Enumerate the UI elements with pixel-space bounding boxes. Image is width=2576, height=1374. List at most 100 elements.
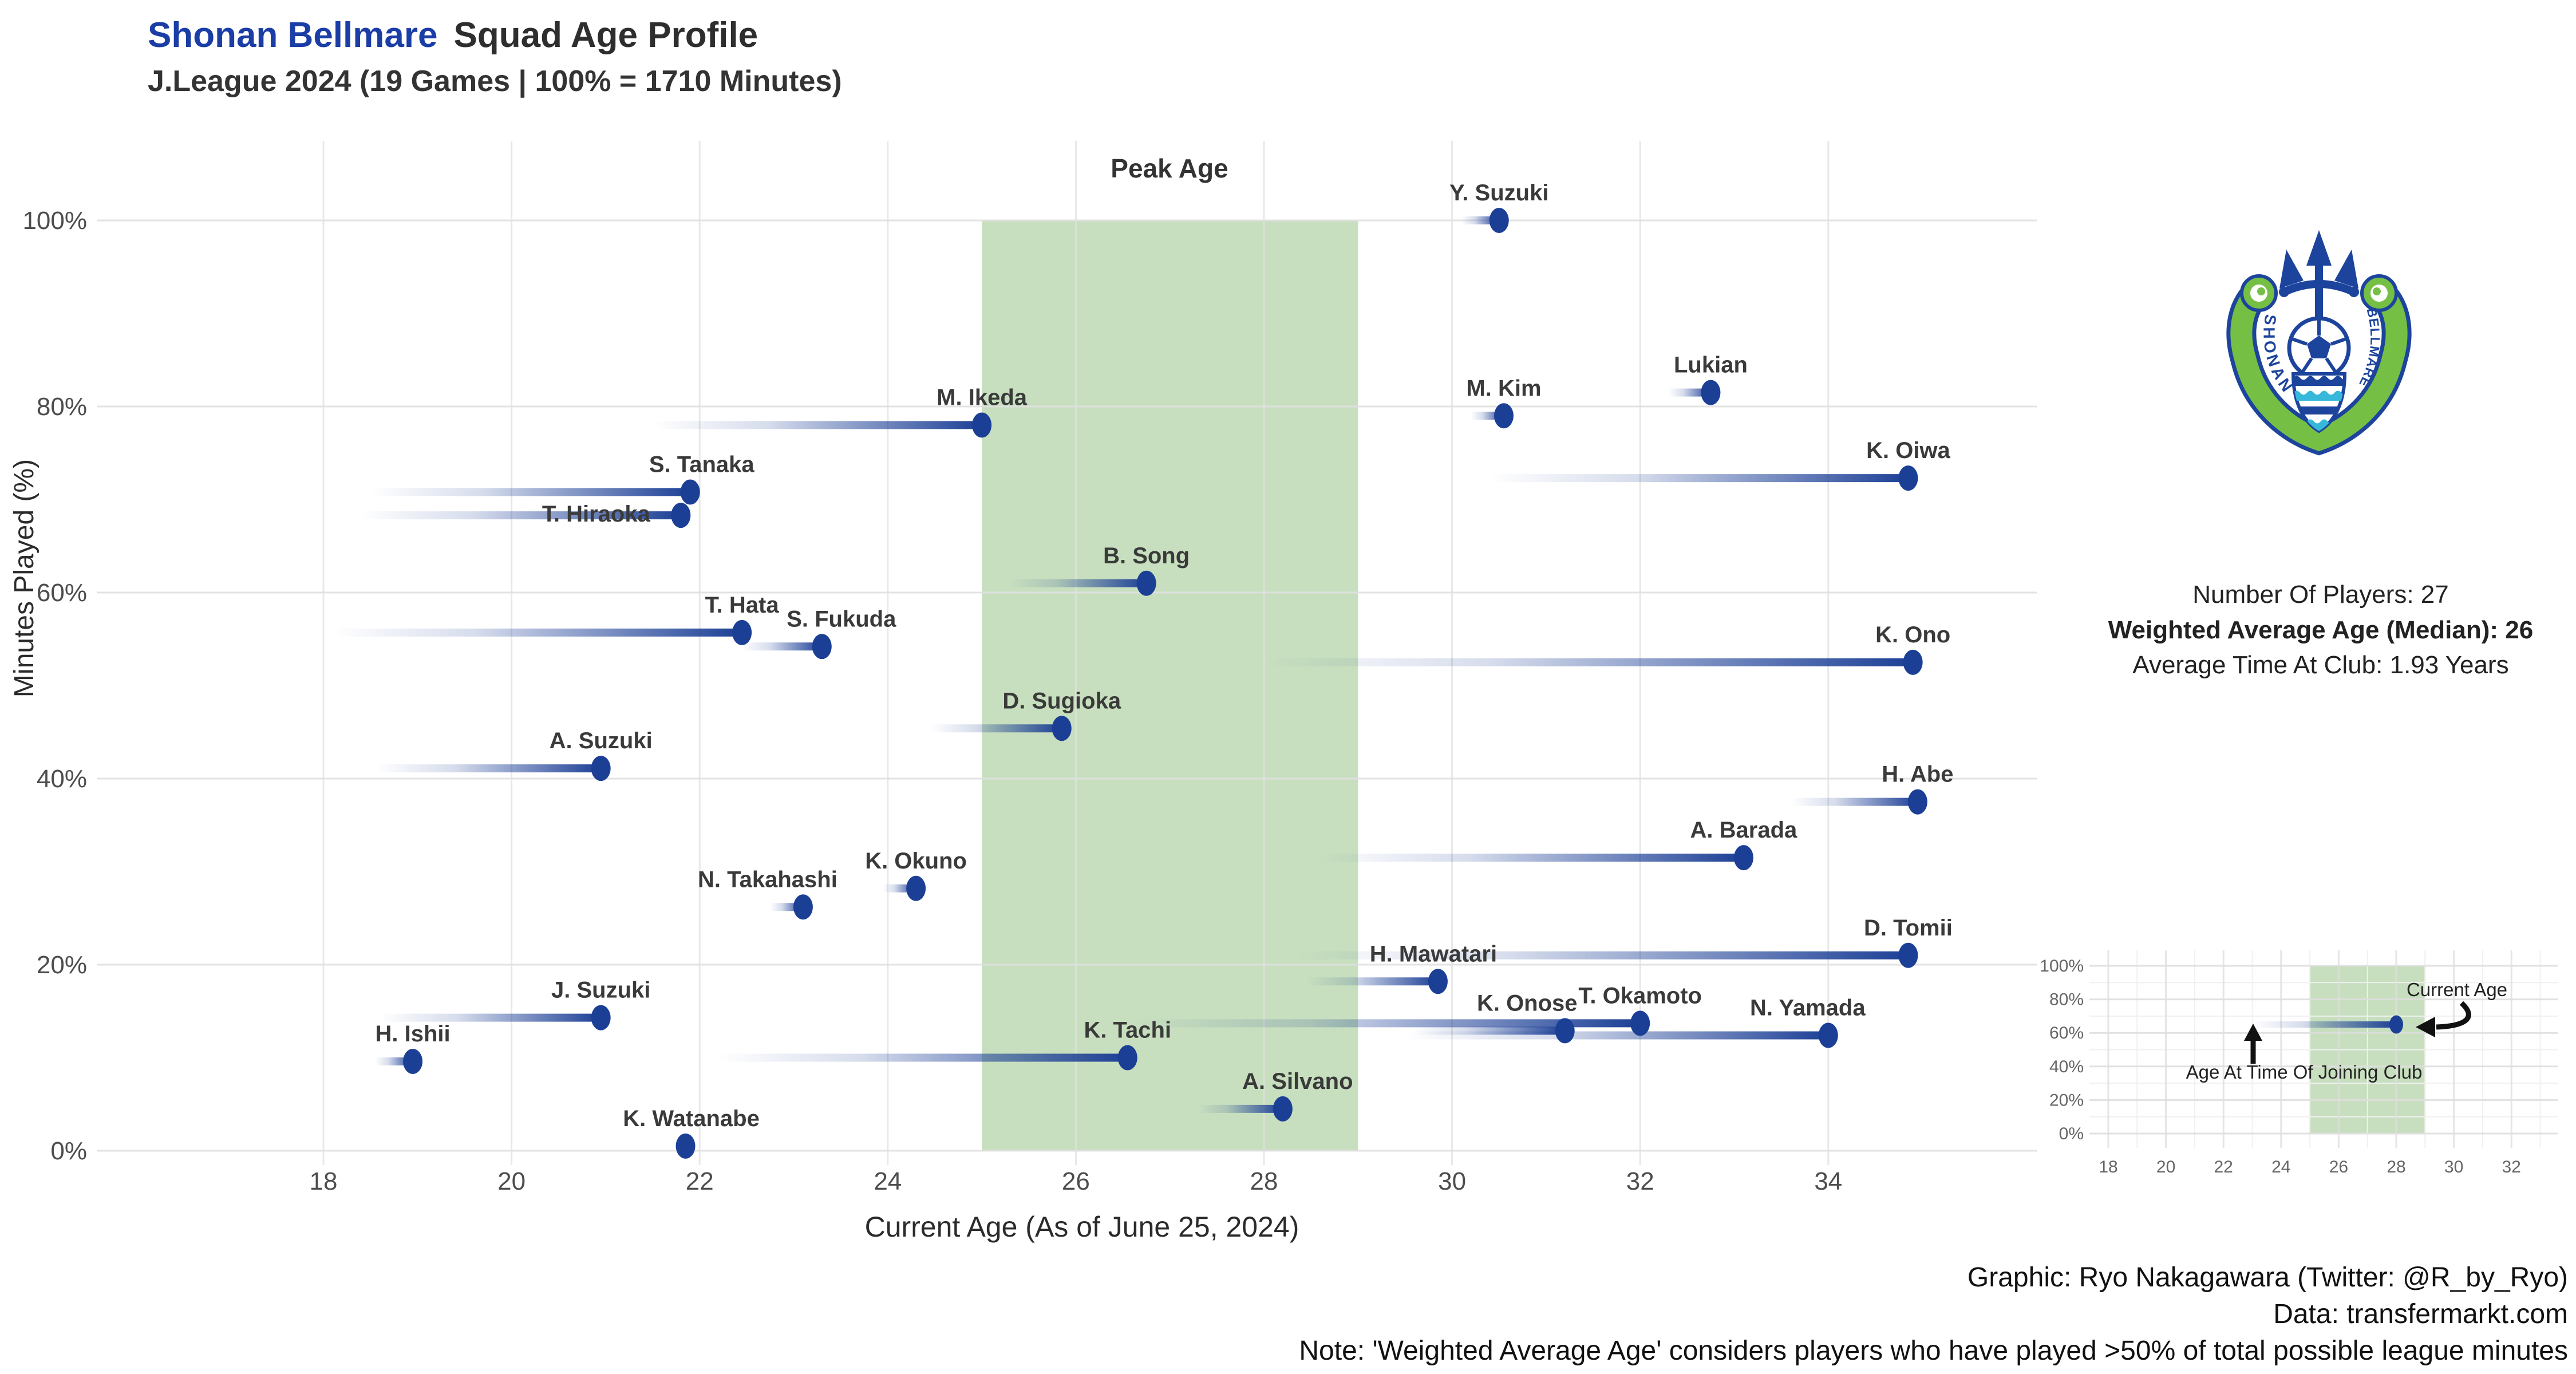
player-label: A. Silvano: [1242, 1069, 1353, 1094]
player-label: T. Okamoto: [1578, 983, 1702, 1008]
inset-y-tick-label: 0%: [2059, 1124, 2084, 1143]
inset-x-tick-label: 30: [2444, 1158, 2463, 1176]
x-tick-label: 18: [310, 1167, 338, 1195]
player-current-age-dot: [906, 875, 926, 901]
title-rest: Squad Age Profile: [453, 15, 758, 55]
inset-current-age-label: Current Age: [2407, 979, 2507, 1000]
player-current-age-dot: [1818, 1022, 1838, 1048]
player-current-age-dot: [1898, 942, 1918, 968]
player-tenure-segment: [1490, 474, 1909, 483]
player-tenure-segment: [718, 1053, 1128, 1062]
inset-age-joined-label: Age At Time Of Joining Club: [2186, 1061, 2423, 1083]
player-label: M. Ikeda: [937, 385, 1028, 410]
player-tenure-segment: [361, 511, 681, 520]
inset-y-tick-label: 20%: [2049, 1091, 2084, 1110]
player-current-age-dot: [1701, 380, 1721, 405]
player-current-age-dot: [1903, 649, 1923, 675]
player-tenure-segment: [1264, 658, 1913, 666]
x-tick-label: 30: [1438, 1167, 1466, 1195]
player-label: N. Yamada: [1750, 996, 1866, 1021]
player-current-age-dot: [1733, 845, 1753, 871]
crest-soccer-ball-icon: [2287, 316, 2351, 380]
y-tick-label: 20%: [37, 951, 87, 979]
x-axis-title: Current Age (As of June 25, 2024): [865, 1211, 1299, 1243]
inset-x-tick-label: 18: [2099, 1158, 2117, 1176]
player-current-age-dot: [812, 634, 832, 660]
page-subtitle: J.League 2024 (19 Games | 100% = 1710 Mi…: [148, 65, 842, 98]
x-tick-label: 26: [1062, 1167, 1090, 1195]
player-label: A. Barada: [1690, 818, 1797, 843]
player-current-age-dot: [1907, 789, 1927, 815]
player-label: B. Song: [1103, 543, 1190, 568]
x-tick-label: 20: [497, 1167, 526, 1195]
player-current-age-dot: [1898, 465, 1918, 491]
player-label: J. Suzuki: [551, 978, 650, 1003]
title-club-name: Shonan Bellmare: [148, 15, 438, 55]
crest-left-curl: [2240, 274, 2278, 312]
inset-x-tick-label: 20: [2156, 1158, 2175, 1176]
y-tick-label: 40%: [37, 765, 87, 793]
player-tenure-segment: [375, 764, 601, 773]
player-current-age-dot: [671, 503, 691, 528]
peak-age-band: [982, 220, 1358, 1151]
player-tenure-segment: [1668, 388, 1711, 397]
inset-current-age-arrow: [2416, 1001, 2471, 1037]
crest-horseshoe-band: [2230, 279, 2408, 452]
player-label: D. Tomii: [1864, 915, 1953, 941]
player-label: H. Abe: [1882, 762, 1953, 787]
stat-average-time-at-club: Average Time At Club: 1.93 Years: [2132, 651, 2509, 680]
player-current-age-dot: [1555, 1018, 1575, 1044]
inset-age-joined-arrow: [2244, 1024, 2262, 1064]
inset-x-tick-label: 22: [2214, 1158, 2233, 1176]
player-label: K. Tachi: [1084, 1018, 1171, 1043]
player-label: S. Fukuda: [787, 606, 896, 631]
player-tenure-segment: [380, 1013, 601, 1022]
inset-x-tick-label: 28: [2387, 1158, 2405, 1176]
player-current-age-dot: [1494, 403, 1514, 429]
y-tick-label: 100%: [22, 207, 87, 235]
player-tenure-segment: [1198, 1104, 1283, 1113]
peak-age-label: Peak Age: [1111, 153, 1228, 183]
player-current-age-dot: [1630, 1010, 1650, 1036]
credits-block: Graphic: Ryo Nakagawara (Twitter: @R_by_…: [507, 1260, 2568, 1369]
player-label: K. Watanabe: [623, 1106, 760, 1131]
inset-y-tick-label: 80%: [2049, 990, 2084, 1009]
page-title: Shonan Bellmare Squad Age Profile: [148, 15, 758, 56]
x-tick-label: 34: [1814, 1167, 1842, 1195]
player-label: K. Oiwa: [1866, 438, 1950, 463]
player-label: H. Ishii: [376, 1021, 451, 1047]
credit-graphic-author: Graphic: Ryo Nakagawara (Twitter: @R_by_…: [1967, 1262, 2568, 1293]
player-current-age-dot: [1428, 969, 1448, 994]
player-current-age-dot: [403, 1049, 423, 1074]
player-current-age-dot: [793, 894, 813, 920]
player-current-age-dot: [1136, 570, 1156, 596]
player-current-age-dot: [591, 756, 611, 781]
player-label: T. Hata: [705, 593, 780, 618]
player-current-age-dot: [1052, 716, 1072, 741]
player-current-age-dot: [1489, 208, 1509, 233]
inset-sample-dot: [2389, 1015, 2403, 1034]
inset-y-tick-label: 100%: [2040, 957, 2084, 976]
player-label: Y. Suzuki: [1449, 180, 1548, 206]
y-axis-title: Minutes Played (%): [9, 459, 39, 697]
player-label: A. Suzuki: [550, 728, 653, 753]
player-label: D. Sugioka: [1002, 688, 1121, 713]
player-current-age-dot: [1273, 1096, 1293, 1122]
player-tenure-segment: [1791, 797, 1918, 806]
player-current-age-dot: [732, 619, 752, 645]
player-tenure-segment: [1297, 951, 1909, 960]
x-tick-label: 22: [686, 1167, 714, 1195]
crest-trident-icon: [2279, 230, 2359, 353]
player-label: K. Ono: [1875, 622, 1950, 647]
player-tenure-segment: [1320, 854, 1744, 862]
x-tick-label: 32: [1626, 1167, 1654, 1195]
player-tenure-segment: [1306, 977, 1438, 986]
x-tick-label: 24: [874, 1167, 902, 1195]
player-label: K. Okuno: [865, 848, 967, 874]
credit-data-source: Data: transfermarkt.com: [2273, 1298, 2568, 1329]
player-tenure-segment: [930, 724, 1062, 733]
stat-weighted-average-age: Weighted Average Age (Median): 26: [2108, 615, 2534, 644]
stat-number-of-players: Number Of Players: 27: [2192, 581, 2449, 609]
